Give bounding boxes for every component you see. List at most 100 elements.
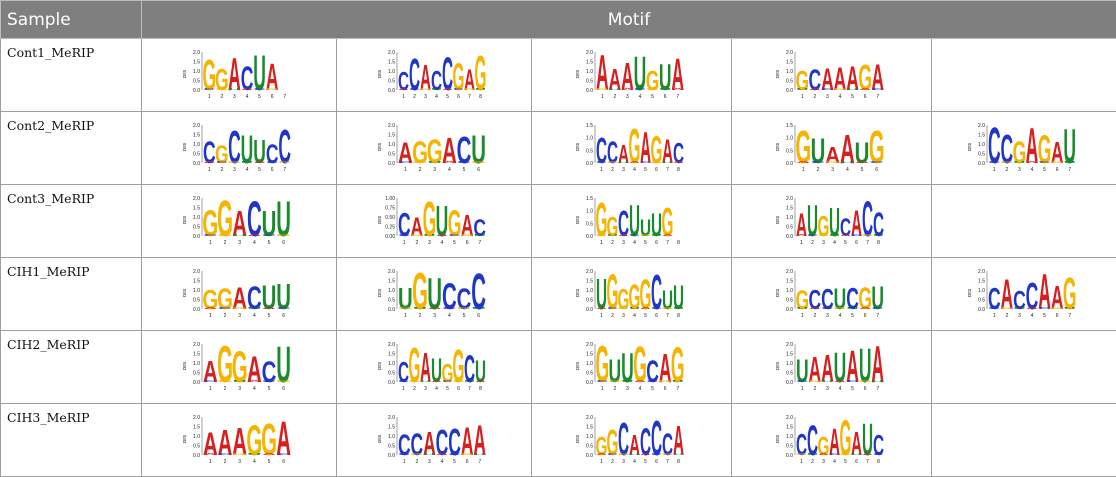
bits-axis-label: Bits (776, 142, 781, 151)
y-tick-label: 0.5 (586, 221, 593, 227)
motif-letter-minor: A (621, 88, 634, 91)
motif-letter-minor: G (839, 453, 850, 456)
motif-letter: C (431, 65, 442, 96)
motif-letter-minor: U (1013, 307, 1025, 310)
motif-letter-minor: C (449, 234, 462, 237)
position-label: 4 (435, 386, 438, 392)
position-label: 2 (224, 240, 227, 246)
motif-letter-minor: G (278, 161, 291, 164)
position-label: 5 (860, 167, 863, 173)
y-tick-label: 0.5 (786, 298, 793, 304)
y-tick-label: 0.5 (388, 371, 395, 377)
motif-letter-minor: A (475, 380, 486, 383)
position-label: 5 (644, 240, 647, 246)
position-label: 4 (838, 386, 841, 392)
motif-letter: C (617, 413, 628, 465)
position-label: 1 (800, 313, 803, 319)
y-tick-label: 0.0 (586, 88, 593, 94)
motif-letter-minor: C (796, 380, 809, 383)
motif-letter-minor: U (428, 161, 442, 164)
motif-letter-minor: U (851, 453, 861, 456)
motif-letter: A (833, 60, 846, 97)
motif-letter-minor: G (825, 161, 840, 164)
motif-letter: A (232, 281, 247, 317)
y-tick-label: 0.5 (193, 444, 200, 450)
position-label: 6 (457, 386, 460, 392)
y-tick-label: 1.0 (786, 288, 793, 294)
y-tick-label: 0.5 (388, 152, 395, 158)
y-tick-label: 0.5 (388, 444, 395, 450)
position-label: 3 (428, 459, 431, 465)
y-tick-label: 2.0 (978, 123, 985, 129)
y-tick-label: 0.5 (193, 225, 200, 231)
motif-letter-minor: U (431, 88, 441, 91)
position-label: 2 (611, 313, 614, 319)
y-tick-label: 2.0 (388, 269, 395, 275)
y-tick-label: 1.0 (586, 69, 593, 75)
motif-letter-minor: U (475, 88, 485, 91)
position-label: 6 (663, 94, 666, 100)
y-tick-label: 1.5 (786, 123, 793, 129)
y-tick-label: 1.5 (586, 123, 593, 129)
position-label: 1 (800, 459, 803, 465)
sample-name: Cont1_MeRIP (1, 39, 142, 112)
position-label: 7 (666, 313, 669, 319)
motif-letter: C (457, 283, 472, 316)
motif-letter: U (833, 344, 846, 391)
y-tick-label: 1.0 (786, 361, 793, 367)
motif-letter-minor: C (629, 234, 640, 237)
position-label: 5 (453, 459, 456, 465)
bits-axis-label: Bits (183, 288, 188, 297)
y-tick-label: 1.0 (786, 434, 793, 440)
motif-letter-minor: C (453, 88, 464, 91)
motif-letter-minor: U (796, 307, 808, 310)
motif-letter-minor: G (595, 234, 606, 237)
motif-letter: C (806, 416, 817, 464)
motif-letter-minor: G (409, 380, 420, 383)
position-label: 2 (811, 459, 814, 465)
position-label: 5 (651, 386, 654, 392)
y-tick-label: 1.5 (388, 133, 395, 139)
motif-letter-minor: C (988, 161, 1001, 164)
motif-letter: C (398, 356, 409, 388)
position-label: 5 (268, 459, 271, 465)
motif-letter: G (202, 204, 218, 245)
y-tick-label: 0.5 (586, 148, 593, 154)
motif-letter-minor: C (651, 453, 662, 456)
motif-letter-minor: G (228, 161, 241, 164)
y-tick-label: 0.0 (388, 380, 395, 386)
motif-letter-minor: C (1039, 307, 1052, 310)
motif-letter: U (639, 216, 650, 242)
motif-letter-minor: U (673, 453, 683, 456)
motif-letter: G (795, 285, 809, 315)
position-label: 6 (466, 240, 469, 246)
position-label: 5 (844, 459, 847, 465)
y-tick-label: 1.0 (786, 136, 793, 142)
position-label: 1 (402, 94, 405, 100)
position-label: 3 (1018, 313, 1021, 319)
motif-letter: C (808, 64, 821, 97)
position-label: 3 (238, 386, 241, 392)
position-label: 1 (403, 459, 406, 465)
motif-letter-minor: U (671, 380, 683, 383)
motif-letter-minor: G (795, 453, 806, 456)
y-tick-label: 0.5 (786, 148, 793, 154)
sample-name: CIH3_MeRIP (1, 404, 142, 477)
y-tick-label: 0.0 (978, 307, 985, 313)
position-label: 1 (600, 313, 603, 319)
y-tick-label: 1.0 (388, 361, 395, 367)
position-label: 6 (282, 459, 285, 465)
position-label: 6 (282, 240, 285, 246)
bits-axis-label: Bits (776, 434, 781, 443)
y-tick-label: 0.0 (786, 380, 793, 386)
position-label: 7 (866, 240, 869, 246)
motif-letter-minor: G (1051, 161, 1064, 164)
position-label: 4 (435, 94, 438, 100)
